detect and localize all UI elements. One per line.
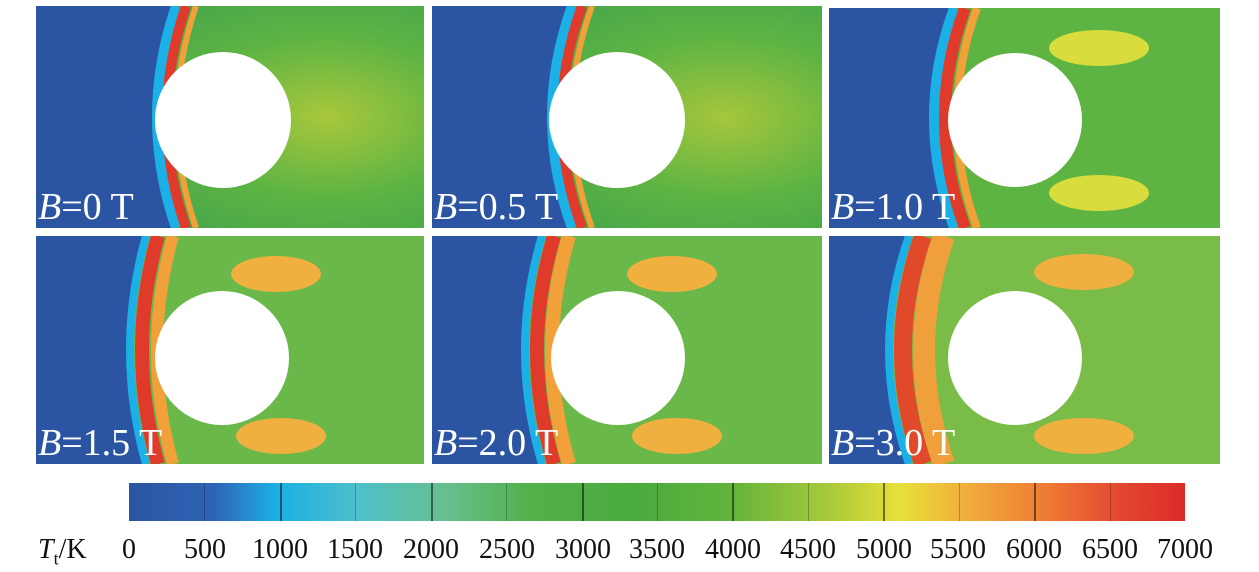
contour-panel-b20: B=2.0 T xyxy=(432,236,822,464)
colorbar-tick xyxy=(883,483,886,521)
panel-label: B=0 T xyxy=(38,186,134,228)
colorbar-tick-label: 7000 xyxy=(1157,534,1213,565)
temperature-colorbar xyxy=(129,483,1185,521)
colorbar-tick-label: 2000 xyxy=(403,534,459,565)
contour-panel-b05: B=0.5 T xyxy=(432,6,822,228)
panel-label: B=0.5 T xyxy=(434,186,559,228)
colorbar-tick xyxy=(355,483,357,521)
colorbar-tick-label: 0 xyxy=(122,534,136,565)
panel-label: B=2.0 T xyxy=(434,422,559,464)
colorbar-tick xyxy=(807,483,809,521)
colorbar-tick-label: 2500 xyxy=(479,534,535,565)
colorbar-tick-label: 6000 xyxy=(1006,534,1062,565)
colorbar-tick-label: 3000 xyxy=(555,534,611,565)
contour-panel-b0: B=0 T xyxy=(36,6,424,228)
temperature-contour xyxy=(36,6,424,228)
temperature-contour xyxy=(432,236,822,464)
colorbar-tick xyxy=(430,483,433,521)
temperature-contour xyxy=(432,6,822,228)
colorbar-tick xyxy=(1109,483,1111,521)
colorbar-tick xyxy=(279,483,282,521)
colorbar-title: Tt/K xyxy=(38,534,87,569)
colorbar-tick xyxy=(581,483,584,521)
panel-label: B=3.0 T xyxy=(831,422,956,464)
colorbar-tick-label: 4500 xyxy=(780,534,836,565)
colorbar-tick xyxy=(732,483,735,521)
contour-panel-b10: B=1.0 T xyxy=(829,8,1220,228)
temperature-contour xyxy=(36,236,424,464)
colorbar-tick xyxy=(657,483,658,521)
colorbar-tick-label: 500 xyxy=(184,534,226,565)
colorbar-tick-label: 6500 xyxy=(1082,534,1138,565)
colorbar-tick-label: 1000 xyxy=(252,534,308,565)
temperature-contour xyxy=(829,8,1220,228)
colorbar-tick xyxy=(506,483,508,521)
colorbar-tick-label: 5500 xyxy=(930,534,986,565)
colorbar-tick xyxy=(958,483,960,521)
temperature-contour xyxy=(829,236,1220,464)
panel-label: B=1.5 T xyxy=(38,422,163,464)
colorbar-tick-label: 1500 xyxy=(327,534,383,565)
colorbar-tick-label: 3500 xyxy=(629,534,685,565)
colorbar-tick xyxy=(1034,483,1037,521)
colorbar-tick-label: 5000 xyxy=(856,534,912,565)
contour-panel-b30: B=3.0 T xyxy=(829,236,1220,464)
colorbar-tick-label: 4000 xyxy=(705,534,761,565)
colorbar-axis: Tt/K 0 500 1000 1500 2000 2500 3000 3500 4000 450… xyxy=(0,534,1259,572)
panel-label: B=1.0 T xyxy=(831,186,956,228)
colorbar-tick xyxy=(204,483,206,521)
contour-panel-b15: B=1.5 T xyxy=(36,236,424,464)
